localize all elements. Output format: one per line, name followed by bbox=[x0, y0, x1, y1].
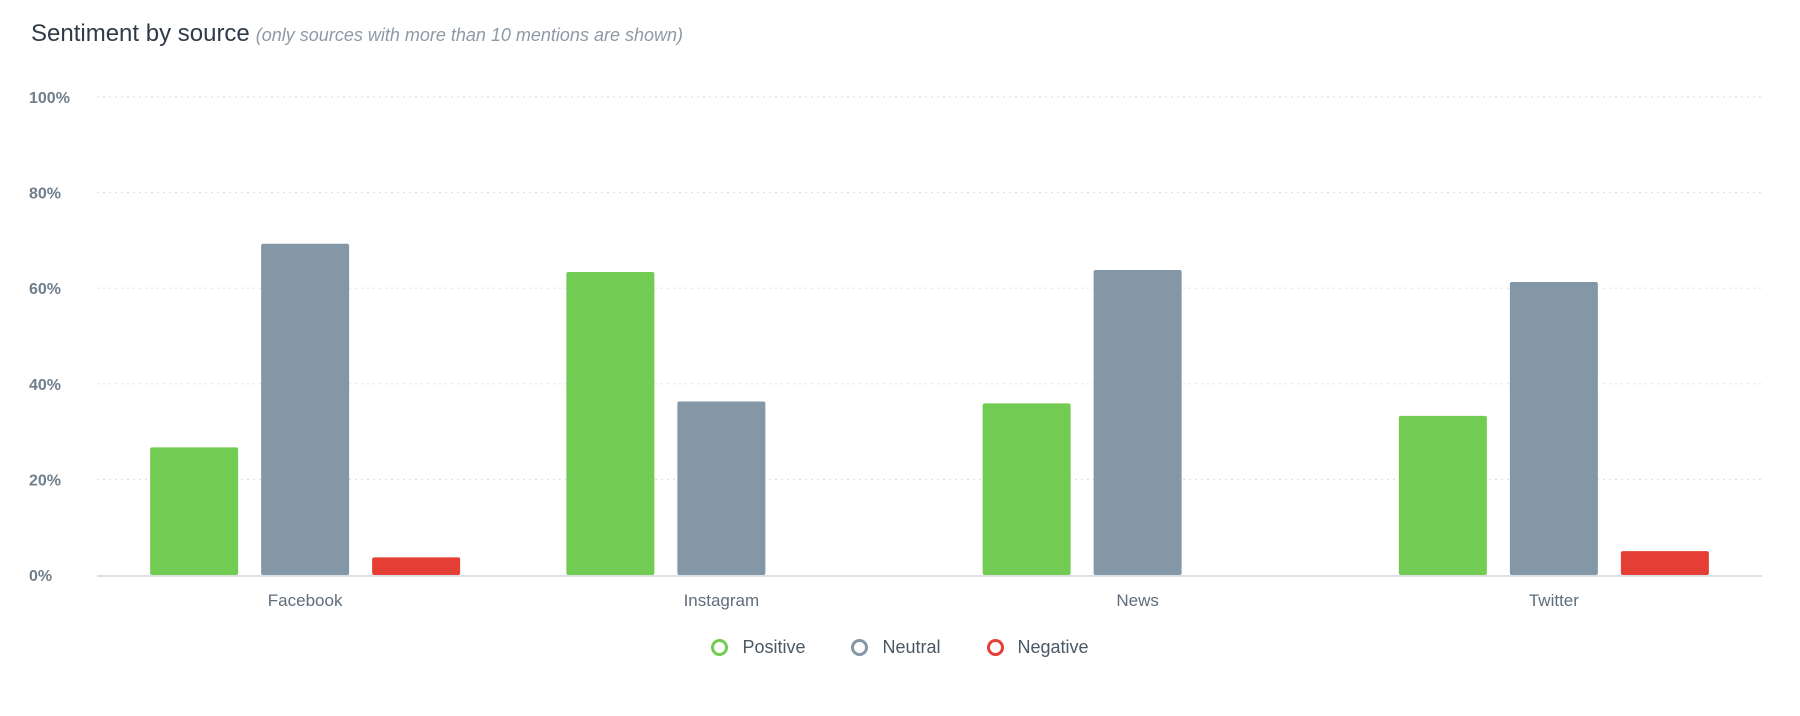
positive-marker-icon bbox=[711, 639, 729, 656]
bar-positive-facebook bbox=[150, 447, 239, 575]
y-tick-label: 80% bbox=[29, 186, 61, 203]
legend-label-positive: Positive bbox=[742, 637, 806, 657]
bar-neutral-news bbox=[1093, 270, 1182, 575]
legend-item-neutral[interactable]: Neutral bbox=[851, 637, 941, 658]
y-tick-label: 60% bbox=[29, 281, 61, 298]
y-tick-label: 20% bbox=[29, 472, 61, 489]
legend-label-neutral: Neutral bbox=[882, 637, 941, 657]
x-tick-label: Twitter bbox=[1529, 591, 1579, 610]
chart-header: Sentiment by source (only sources with mo… bbox=[31, 20, 683, 48]
bar-positive-news bbox=[982, 403, 1071, 575]
x-tick-label: News bbox=[1116, 591, 1159, 610]
bar-negative-facebook bbox=[372, 557, 461, 575]
bar-neutral-facebook bbox=[261, 243, 350, 575]
x-tick-label: Facebook bbox=[268, 591, 343, 610]
chart-subtitle: (only sources with more than 10 mentions… bbox=[255, 25, 683, 45]
bar-positive-twitter bbox=[1398, 415, 1487, 575]
chart-legend: Positive Neutral Negative bbox=[0, 637, 1800, 658]
legend-item-negative[interactable]: Negative bbox=[986, 637, 1089, 658]
negative-marker-icon bbox=[986, 639, 1004, 656]
y-tick-label: 0% bbox=[29, 568, 52, 585]
legend-item-positive[interactable]: Positive bbox=[711, 637, 805, 658]
bar-chart: 0% 20% 40% 60% 80% 100% Facebook Instagram News T… bbox=[29, 90, 1762, 610]
y-tick-label: 100% bbox=[29, 90, 70, 107]
bar-negative-twitter bbox=[1620, 551, 1709, 575]
x-tick-label: Instagram bbox=[684, 591, 760, 610]
bar-neutral-twitter bbox=[1509, 281, 1598, 575]
neutral-marker-icon bbox=[851, 639, 869, 656]
bar-positive-instagram bbox=[566, 271, 655, 575]
legend-label-negative: Negative bbox=[1017, 637, 1089, 657]
bar-neutral-instagram bbox=[677, 401, 766, 575]
chart-title: Sentiment by source bbox=[31, 20, 250, 47]
y-tick-label: 40% bbox=[29, 377, 61, 394]
